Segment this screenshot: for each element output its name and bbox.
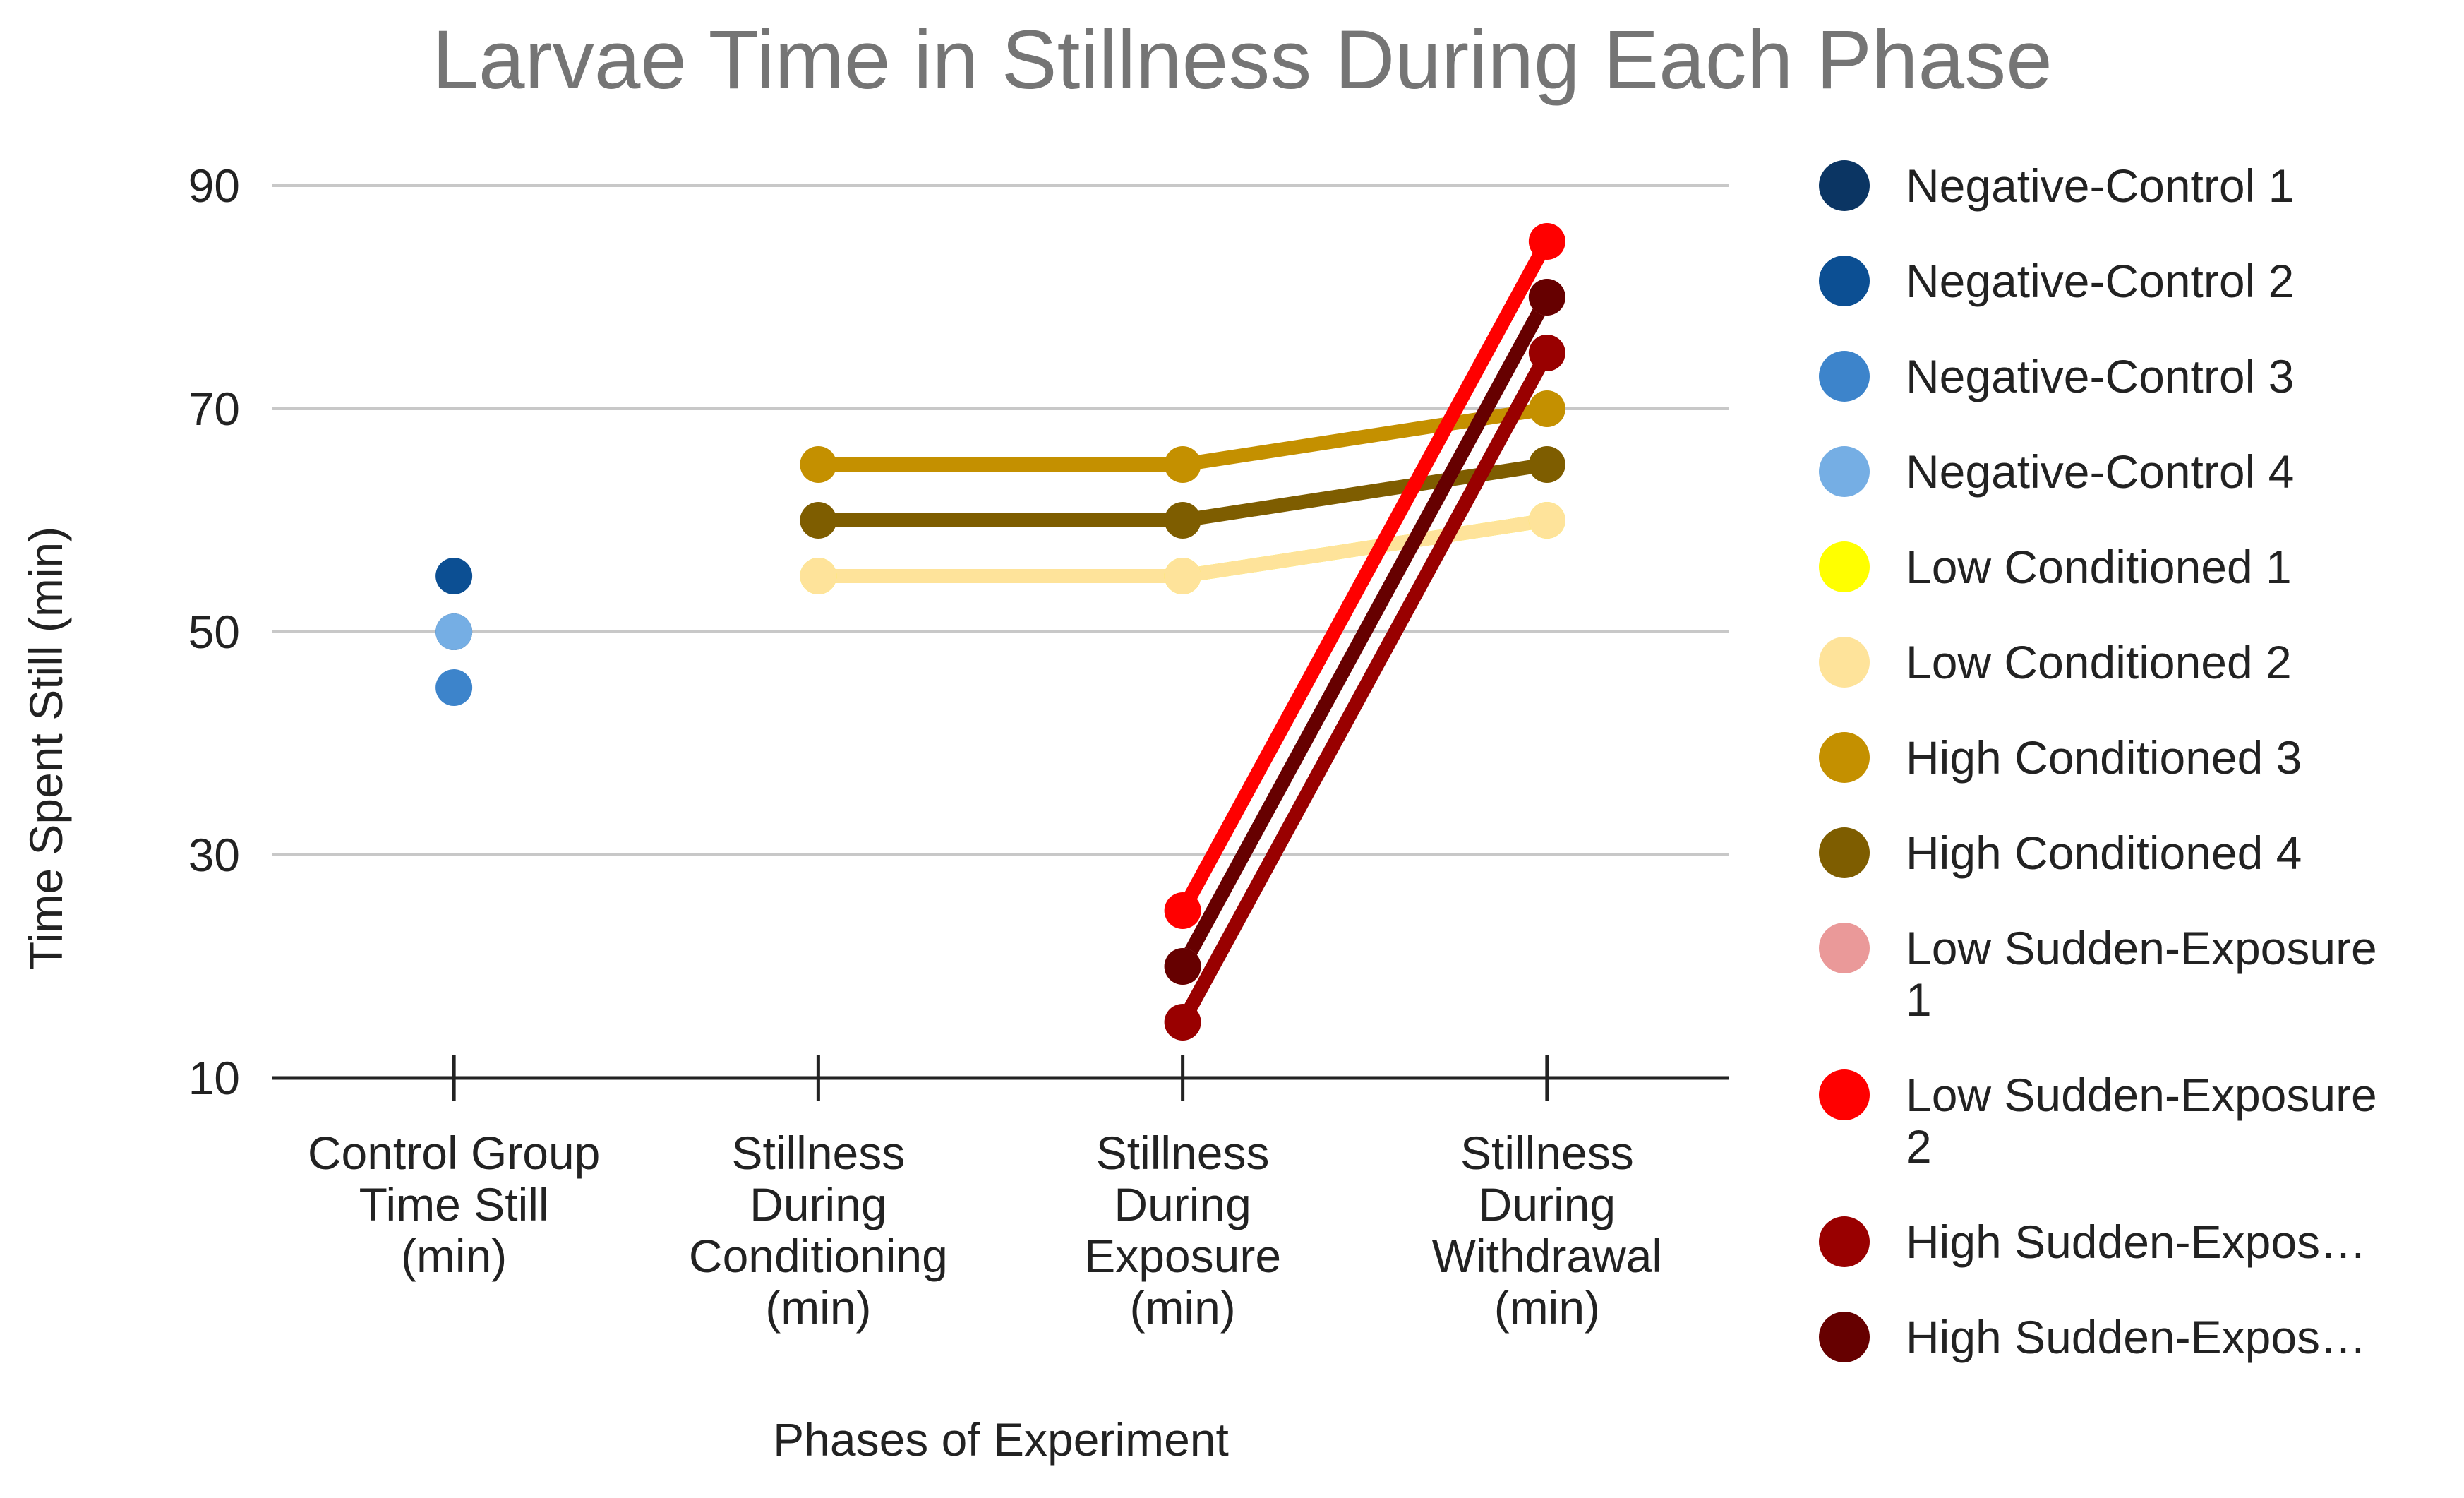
- data-point: [1164, 558, 1201, 594]
- data-point: [800, 502, 837, 539]
- data-point: [1528, 223, 1565, 260]
- data-point: [800, 558, 837, 594]
- legend-marker: [1819, 1216, 1870, 1267]
- legend-marker: [1819, 541, 1870, 592]
- x-tick-label: Stillness During Conditioning (min): [689, 1127, 948, 1334]
- series-line: [1175, 346, 1554, 1029]
- data-point: [435, 558, 473, 594]
- series-line: [1175, 290, 1554, 973]
- y-tick-label: 90: [188, 160, 240, 212]
- legend-marker: [1819, 923, 1870, 973]
- legend-marker: [1819, 256, 1870, 306]
- y-axis-ticks: 10 30 50 70 90: [188, 160, 240, 1104]
- legend-label: High Conditioned 3: [1906, 731, 2302, 784]
- legend-marker: [1819, 637, 1870, 688]
- legend-label: Low Conditioned 1: [1906, 541, 2292, 593]
- legend-label: Negative-Control 4: [1906, 445, 2294, 498]
- series-points: [435, 223, 1565, 1041]
- y-tick-label: 30: [188, 829, 240, 881]
- legend-marker: [1819, 1069, 1870, 1120]
- data-point: [1528, 502, 1565, 539]
- x-tick-label: Control Group Time Still (min): [308, 1127, 601, 1282]
- legend-label: Negative-Control 3: [1906, 350, 2294, 402]
- data-point: [1528, 446, 1565, 483]
- x-axis: Control Group Time Still (min) Stillness Dur…: [272, 1055, 1729, 1334]
- data-point: [1528, 390, 1565, 427]
- legend-label: High Sudden-Expos…: [1906, 1311, 2367, 1363]
- legend-marker: [1819, 1312, 1870, 1362]
- data-point: [1164, 502, 1201, 539]
- y-axis-title: Time Spent Still (min): [20, 527, 72, 970]
- gridlines: [272, 184, 1729, 856]
- data-point: [800, 446, 837, 483]
- legend-label: High Conditioned 4: [1906, 827, 2302, 879]
- series-line: [1175, 234, 1554, 918]
- legend: Negative-Control 1 Negative-Control 2 Nega…: [1819, 160, 2377, 1363]
- legend-label: Negative-Control 2: [1906, 255, 2294, 307]
- legend-label: Low Sudden-Exposure 1: [1906, 922, 2377, 1026]
- data-point: [1164, 446, 1201, 483]
- x-tick-label: Stillness During Exposure (min): [1084, 1127, 1281, 1334]
- data-point: [1164, 892, 1201, 929]
- data-point: [1164, 948, 1201, 985]
- legend-label: Negative-Control 1: [1906, 160, 2294, 212]
- legend-marker: [1819, 160, 1870, 211]
- x-tick-label: Stillness During Withdrawal (min): [1432, 1127, 1662, 1334]
- y-tick-label: 50: [188, 606, 240, 658]
- y-tick-label: 10: [188, 1052, 240, 1104]
- legend-label: Low Sudden-Exposure 2: [1906, 1069, 2377, 1173]
- x-axis-title: Phases of Experiment: [773, 1413, 1229, 1466]
- legend-marker: [1819, 446, 1870, 497]
- data-point: [1164, 1004, 1201, 1041]
- data-point: [1528, 335, 1565, 371]
- legend-label: High Sudden-Expos…: [1906, 1216, 2367, 1268]
- legend-marker: [1819, 732, 1870, 783]
- chart-title: Larvae Time in Stillness During Each Pha…: [432, 13, 2053, 107]
- legend-marker: [1819, 351, 1870, 402]
- legend-marker: [1819, 827, 1870, 878]
- data-point: [435, 669, 473, 706]
- y-tick-label: 70: [188, 383, 240, 435]
- data-point: [435, 613, 473, 650]
- legend-label: Low Conditioned 2: [1906, 636, 2292, 688]
- data-point: [1528, 279, 1565, 316]
